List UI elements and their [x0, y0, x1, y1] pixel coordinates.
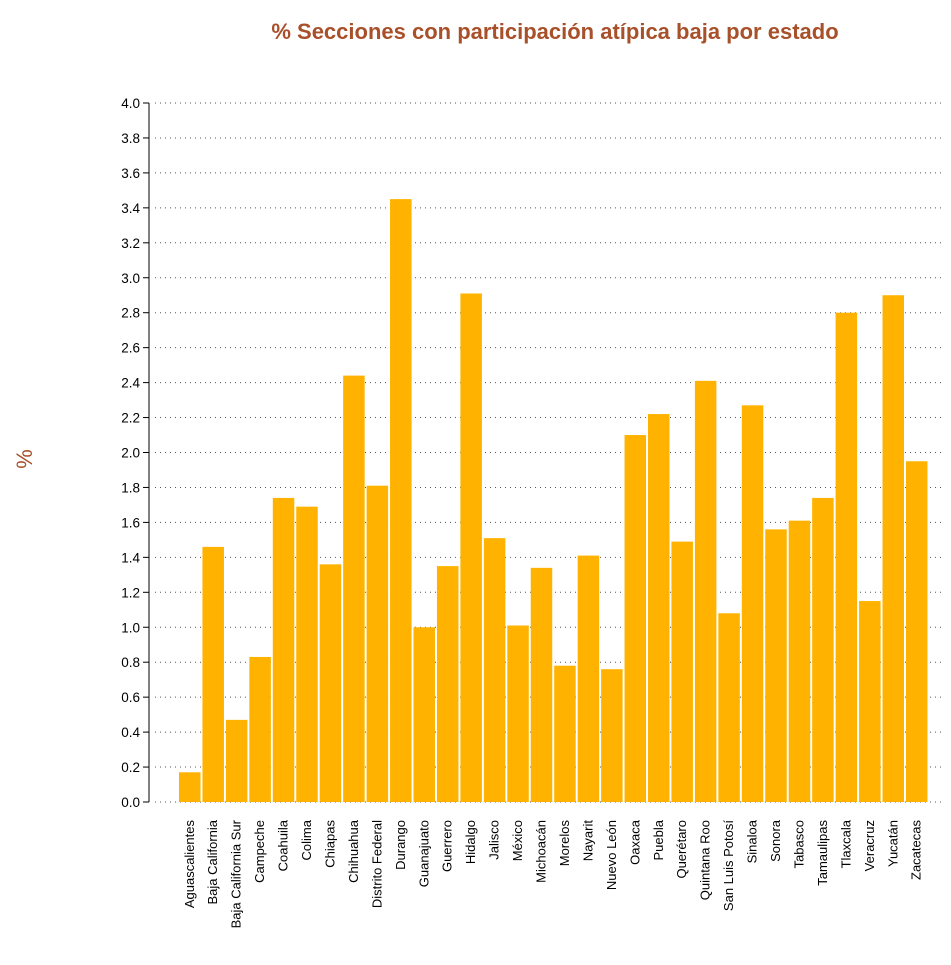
bar	[343, 375, 365, 802]
x-tick-label: Quintana Roo	[698, 820, 713, 900]
bar	[366, 485, 389, 802]
y-tick-label: 1.6	[121, 515, 140, 530]
y-tick-label: 0.2	[121, 760, 140, 775]
chart-title: % Secciones con participación atípica ba…	[271, 19, 838, 44]
x-tick-label: Nayarit	[580, 820, 595, 862]
x-tick-label: Morelos	[557, 820, 572, 867]
bar	[812, 497, 834, 802]
y-tick-label: 1.0	[121, 620, 140, 635]
bar	[859, 601, 881, 802]
y-tick-label: 2.2	[121, 411, 140, 426]
x-tick-label: Aguascalientes	[182, 820, 197, 909]
bar	[249, 656, 271, 802]
x-tick-label: Campeche	[252, 820, 267, 883]
y-tick-label: 4.0	[121, 96, 140, 111]
bar	[483, 538, 506, 802]
y-tick-label: 3.8	[121, 131, 140, 146]
y-tick-label: 2.8	[121, 306, 140, 321]
bar	[296, 506, 318, 802]
y-tick-label: 0.6	[121, 690, 140, 705]
y-tick-label: 0.0	[121, 795, 140, 810]
x-tick-label: Puebla	[651, 819, 666, 860]
x-tick-label: Baja California Sur	[229, 819, 244, 928]
y-tick-label: 2.4	[121, 376, 140, 391]
x-tick-label: Coahuila	[276, 819, 291, 871]
y-tick-label: 0.4	[121, 725, 140, 740]
bar	[179, 772, 201, 802]
x-tick-label: Tamaulipas	[815, 820, 830, 886]
x-tick-label: Tlaxcala	[838, 819, 853, 868]
bar	[413, 627, 435, 802]
bar	[905, 461, 928, 802]
x-tick-label: Guerrero	[440, 820, 455, 872]
x-tick-label: Jalisco	[487, 820, 502, 860]
bar	[436, 566, 459, 802]
bar	[671, 541, 693, 802]
x-tick-label: Nuevo León	[604, 820, 619, 890]
bar	[272, 497, 295, 802]
y-tick-label: 3.4	[121, 201, 140, 216]
bar	[390, 199, 412, 803]
x-tick-label: Yucatán	[885, 820, 900, 867]
bar	[882, 295, 904, 802]
x-tick-label: México	[510, 820, 525, 861]
bar	[202, 546, 224, 802]
x-tick-label: Distrito Federal	[369, 820, 384, 908]
y-tick-label: 1.4	[121, 550, 140, 565]
bar	[788, 520, 811, 802]
bar	[624, 435, 647, 802]
bar	[648, 414, 670, 802]
bar	[460, 293, 482, 802]
x-tick-label: Guanajuato	[416, 820, 431, 887]
bar	[835, 312, 858, 802]
y-tick-label: 3.6	[121, 166, 140, 181]
y-tick-label: 2.0	[121, 446, 140, 461]
x-tick-label: Chiapas	[322, 820, 337, 868]
bar	[765, 529, 787, 802]
bar	[319, 564, 342, 802]
x-tick-label: Querétaro	[674, 820, 689, 879]
x-axis-labels: Aguascalientes Baja California Baja Califo…	[182, 819, 924, 928]
y-tick-label: 1.2	[121, 585, 140, 600]
bar	[554, 665, 576, 802]
y-tick-label: 1.8	[121, 480, 140, 495]
x-tick-label: Hidalgo	[463, 820, 478, 864]
x-tick-label: Veracruz	[862, 820, 877, 871]
x-tick-label: Durango	[393, 820, 408, 870]
x-tick-label: Tabasco	[791, 820, 806, 868]
bar	[601, 669, 623, 802]
x-tick-label: Michoacán	[534, 820, 549, 883]
x-tick-label: Oaxaca	[627, 819, 642, 865]
bars	[179, 199, 928, 803]
bar	[530, 567, 553, 802]
y-axis-label: %	[12, 449, 37, 469]
x-tick-label: Sonora	[768, 819, 783, 862]
y-tick-label: 3.2	[121, 236, 140, 251]
y-axis: 0.0 0.2 0.4 0.6 0.8 1.0 1.2 1.4 1.6 1.8 2.0 2.2 2.4 2…	[121, 96, 150, 810]
bar	[694, 380, 717, 802]
x-tick-label: Chihuahua	[346, 819, 361, 883]
bar	[225, 719, 248, 802]
bar	[718, 613, 740, 802]
x-tick-label: San Luis Potosí	[721, 820, 736, 911]
y-tick-label: 0.8	[121, 655, 140, 670]
bar	[577, 555, 600, 802]
x-tick-label: Sinaloa	[745, 819, 760, 863]
bar	[741, 405, 764, 802]
x-tick-label: Baja California	[205, 819, 220, 904]
y-tick-label: 2.6	[121, 341, 140, 356]
bar	[507, 625, 529, 802]
y-tick-label: 3.0	[121, 271, 140, 286]
x-tick-label: Colima	[299, 819, 314, 860]
x-tick-label: Zacatecas	[909, 820, 924, 880]
